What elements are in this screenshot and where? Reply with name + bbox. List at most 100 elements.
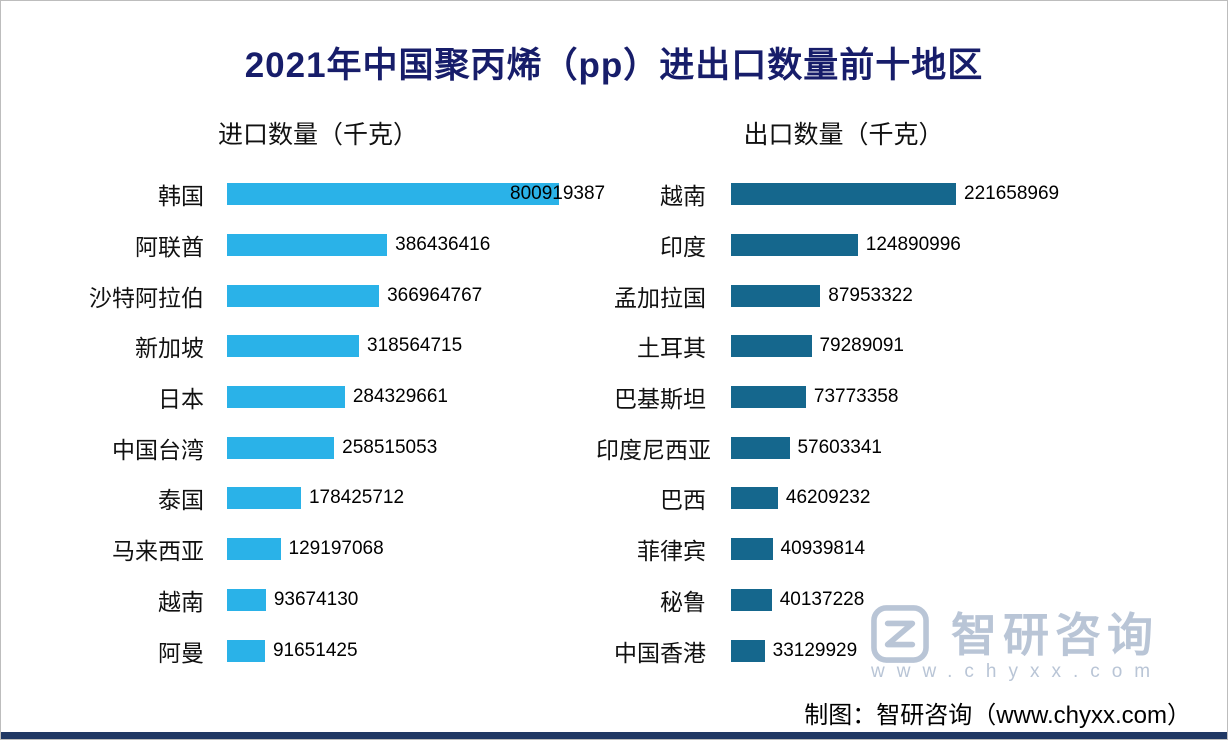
plot-area: 46209232 [731,473,1091,524]
value-label: 386436416 [395,234,491,256]
plot-area: 284329661 [227,372,607,423]
value-label: 800919387 [510,183,606,205]
chart-row: 日本 284329661 [29,372,607,423]
chart-row: 巴西 46209232 [596,473,1091,524]
bar [227,538,281,561]
bar [731,487,778,510]
value-label: 93674130 [273,588,359,610]
category-label: 阿曼 [158,639,204,666]
bar [731,639,765,662]
category-label: 沙特阿拉伯 [89,284,204,311]
value-label: 366964767 [387,284,483,306]
plot-area: 93674130 [227,575,607,626]
plot-area: 221658969 [731,169,1091,220]
chart-row: 秘鲁 40137228 [596,575,1091,626]
import-chart-rows: 韩国 800919387 阿联酋 386436416 沙特阿拉伯 366964767 新加坡… [29,169,607,676]
category-label: 越南 [660,183,706,210]
chart-row: 巴基斯坦 73773358 [596,372,1091,423]
bar [227,639,265,662]
value-label: 221658969 [964,183,1060,205]
export-chart-rows: 越南 221658969 印度 124890996 孟加拉国 87953322 土耳其 792… [596,169,1091,676]
bar [731,335,812,358]
chart-row: 土耳其 79289091 [596,321,1091,372]
category-label: 阿联酋 [135,234,204,261]
category-label: 新加坡 [135,335,204,362]
export-chart: 出口数量（千克） 越南 221658969 印度 124890996 孟加拉国 87953… [596,119,1091,676]
plot-area: 79289091 [731,321,1091,372]
watermark: 智研咨询 www.chyxx.com [869,599,1209,699]
bar [731,588,772,611]
chart-row: 韩国 800919387 [29,169,607,220]
plot-area: 40137228 [731,575,1091,626]
bar [731,538,773,561]
bar [731,436,790,459]
watermark-url-text: www.chyxx.com [871,661,1163,682]
bar [227,183,559,206]
chart-row: 印度尼西亚 57603341 [596,422,1091,473]
value-label: 73773358 [813,386,899,408]
plot-area: 366964767 [227,270,607,321]
category-label: 泰国 [158,487,204,514]
value-label: 33129929 [772,639,858,661]
chart-row: 阿曼 91651425 [29,625,607,676]
category-label: 巴西 [660,487,706,514]
category-label: 越南 [158,588,204,615]
value-label: 57603341 [797,436,883,458]
chart-row: 菲律宾 40939814 [596,524,1091,575]
value-label: 46209232 [785,487,871,509]
category-label: 孟加拉国 [614,284,706,311]
value-label: 79289091 [819,335,905,357]
source-credit: 制图：智研咨询（www.chyxx.com） [804,702,1191,729]
category-label: 印度尼西亚 [596,436,711,463]
category-label: 马来西亚 [112,538,204,565]
plot-area: 318564715 [227,321,607,372]
watermark-brand-text: 智研咨询 [951,609,1159,661]
bar [227,436,335,459]
category-label: 韩国 [158,183,204,210]
value-label: 178425712 [308,487,405,509]
value-label: 40137228 [779,588,865,610]
category-label: 菲律宾 [637,538,706,565]
plot-area: 386436416 [227,220,607,271]
chart-row: 阿联酋 386436416 [29,220,607,271]
category-label: 中国台湾 [112,436,204,463]
bar [227,335,360,358]
category-label: 秘鲁 [660,588,706,615]
value-label: 129197068 [288,538,384,560]
chart-row: 沙特阿拉伯 366964767 [29,270,607,321]
plot-area: 124890996 [731,220,1091,271]
chart-row: 越南 221658969 [596,169,1091,220]
bar [227,284,380,307]
value-label: 87953322 [828,284,913,306]
chart-row: 马来西亚 129197068 [29,524,607,575]
value-label: 91651425 [272,639,358,661]
chart-row: 泰国 178425712 [29,473,607,524]
plot-area: 57603341 [731,422,1091,473]
value-label: 258515053 [342,436,438,458]
value-label: 318564715 [367,335,463,357]
plot-area: 91651425 [227,625,607,676]
plot-area: 178425712 [227,473,607,524]
value-label: 40939814 [780,538,866,560]
plot-area: 129197068 [227,524,607,575]
plot-area: 40939814 [731,524,1091,575]
import-chart: 进口数量（千克） 韩国 800919387 阿联酋 386436416 沙特阿拉伯 366… [29,119,607,676]
plot-area: 73773358 [731,372,1091,423]
chart-row: 新加坡 318564715 [29,321,607,372]
bar [227,386,345,409]
export-chart-title: 出口数量（千克） [743,121,944,149]
category-label: 巴基斯坦 [614,386,706,413]
bottom-accent-line [1,732,1227,739]
brand-logo-icon [869,603,931,670]
chart-row: 越南 93674130 [29,575,607,626]
page-title: 2021年中国聚丙烯（pp）进出口数量前十地区 [244,46,984,85]
category-label: 日本 [158,386,204,413]
value-label: 284329661 [352,386,448,408]
category-label: 土耳其 [637,335,706,362]
plot-area: 258515053 [227,422,607,473]
plot-area: 87953322 [731,270,1091,321]
import-chart-title: 进口数量（千克） [217,121,418,149]
category-label: 中国香港 [614,639,706,666]
chart-row: 中国香港 33129929 [596,625,1091,676]
